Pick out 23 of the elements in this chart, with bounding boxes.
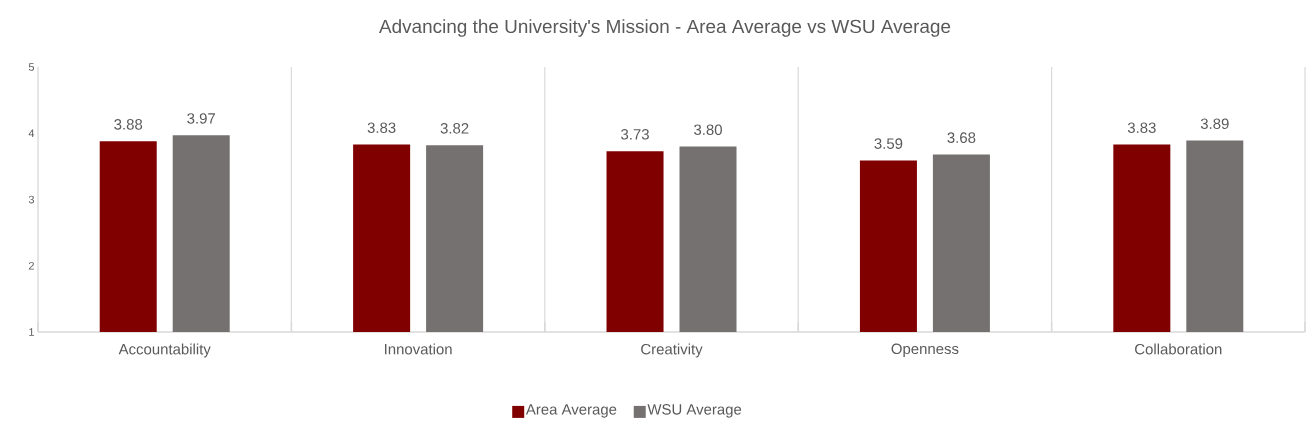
data-label: 3.80 [694, 124, 722, 135]
data-label: 3.68 [947, 132, 976, 143]
x-tick-label: Collaboration [1135, 343, 1222, 355]
x-tick-label: Innovation [385, 343, 452, 355]
y-tick-label: 2 [28, 261, 34, 270]
data-label: 3.59 [874, 138, 903, 149]
data-label: 3.97 [187, 113, 215, 124]
x-tick-label: Accountability [118, 343, 211, 358]
chart-title: Advancing the University's Mission - Area Average vs WSU Average [379, 19, 951, 37]
y-tick-label: 1 [29, 328, 34, 336]
data-label: 3.83 [1127, 122, 1156, 133]
data-label: 3.89 [1200, 118, 1229, 130]
y-tick-label: 3 [28, 195, 34, 204]
legend-label: WSU Average [647, 404, 742, 418]
y-tick-label: 5 [28, 63, 35, 71]
legend-label: Area Average [525, 404, 617, 418]
x-tick-label: Creativity [641, 343, 703, 358]
data-label: 3.73 [621, 129, 649, 140]
data-label: 3.82 [440, 123, 469, 134]
data-label: 3.88 [114, 119, 143, 130]
y-tick-label: 4 [28, 129, 35, 138]
x-tick-label: Openness [891, 343, 959, 358]
data-label: 3.83 [367, 122, 396, 133]
